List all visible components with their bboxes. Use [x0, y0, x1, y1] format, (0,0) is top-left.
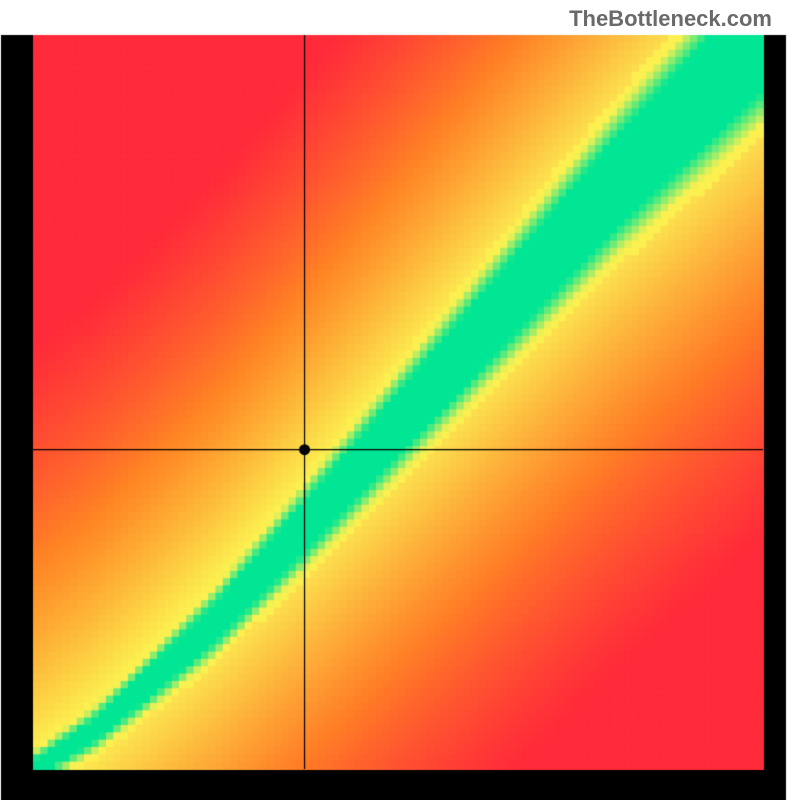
heatmap-canvas — [0, 0, 800, 800]
watermark-text: TheBottleneck.com — [569, 6, 772, 32]
chart-container: TheBottleneck.com — [0, 0, 800, 800]
